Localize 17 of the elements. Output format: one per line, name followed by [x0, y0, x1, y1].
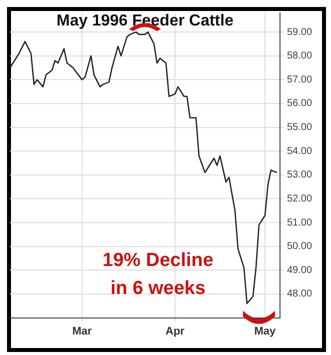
- y-tick-label: 48.00: [286, 288, 312, 300]
- y-tick-label: 54.00: [286, 146, 312, 157]
- x-tick-label: May: [254, 325, 277, 338]
- y-tick-label: 55.00: [286, 122, 312, 134]
- annotation: 19% Decline in 6 weeks: [102, 250, 214, 300]
- y-tick-label: 59.00: [286, 26, 312, 38]
- y-tick-label: 50.00: [286, 241, 312, 252]
- y-tick-label: 53.00: [286, 170, 312, 181]
- chart-title: May 1996 Feeder Cattle: [56, 12, 234, 30]
- y-tick-label: 52.00: [286, 193, 312, 204]
- y-tick-label: 58.00: [286, 50, 312, 62]
- y-tick-label: 51.00: [286, 217, 312, 228]
- y-tick-label: 57.00: [286, 74, 312, 86]
- x-tick-label: Mar: [72, 325, 92, 338]
- y-tick-label: 56.00: [286, 98, 312, 110]
- x-tick-label: Apr: [166, 325, 186, 338]
- y-tick-label: 49.00: [286, 264, 312, 276]
